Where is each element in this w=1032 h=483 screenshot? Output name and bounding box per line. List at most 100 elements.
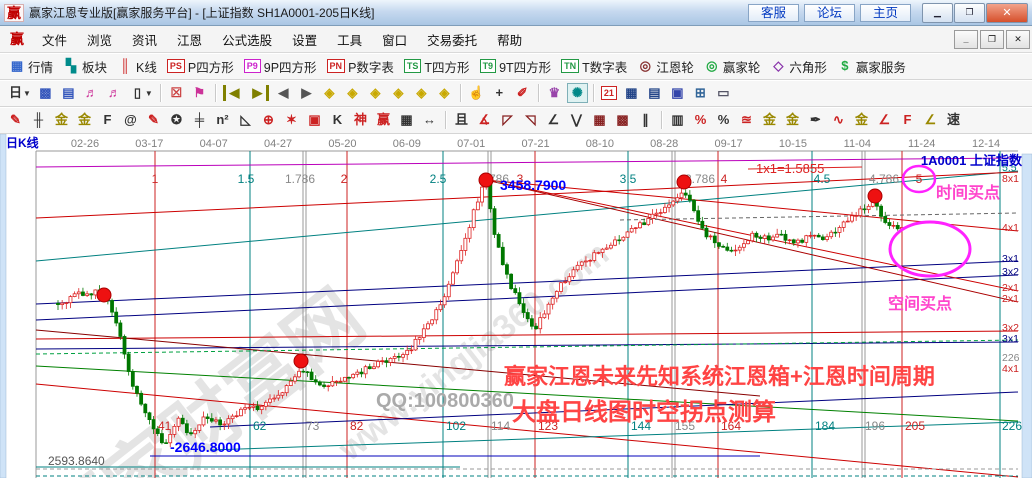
menu-item-4[interactable]: 江恩 — [177, 33, 203, 48]
draw-gold-lines-2-button[interactable]: 金 — [74, 110, 95, 130]
tools-hand-tool-button[interactable]: ☝ — [466, 83, 487, 103]
market-tool-11[interactable]: ◎ 赢家轮 — [699, 55, 766, 78]
child-close-button[interactable]: ✕ — [1006, 29, 1030, 49]
market-tool-2[interactable]: ▚ 板块 — [58, 55, 112, 78]
draw-percent-line-button[interactable]: % — [690, 110, 711, 130]
draw-zigzag-button[interactable]: ⋁ — [566, 110, 587, 130]
tools-crosshair-tool-button[interactable]: + — [489, 83, 510, 103]
draw-fan-lines-button[interactable]: ∡ — [474, 110, 495, 130]
child-minimize-button[interactable]: _ — [954, 29, 978, 49]
draw-gann-grid-button[interactable]: ▦ — [589, 110, 610, 130]
draw-gold-circle-button[interactable]: 金 — [759, 110, 780, 130]
menu-item-6[interactable]: 设置 — [292, 33, 318, 48]
menu-item-3[interactable]: 资讯 — [132, 33, 158, 48]
market-tool-10[interactable]: ◎ 江恩轮 — [632, 55, 699, 78]
market-tool-1[interactable]: ▦ 行情 — [4, 55, 58, 78]
draw-gann-square-button[interactable]: ▣ — [304, 110, 325, 130]
market-tool-3[interactable]: ║ K线 — [112, 55, 162, 78]
titlebar-button-3[interactable]: 主页 — [859, 3, 911, 22]
draw-cycle-lines-button[interactable]: ╪ — [189, 110, 210, 130]
draw-spiral-button[interactable]: @ — [120, 110, 141, 130]
draw-box-tool-button[interactable]: 且 — [451, 110, 472, 130]
tools-save-button[interactable]: ▣ — [667, 83, 688, 103]
menu-item-9[interactable]: 交易委托 — [427, 33, 478, 48]
tools-info-list-button[interactable]: ▤ — [58, 83, 79, 103]
menu-item-1[interactable]: 文件 — [42, 33, 68, 48]
titlebar-button-2[interactable]: 论坛 — [803, 3, 855, 22]
tools-calendar-button[interactable]: 21 — [599, 84, 619, 102]
tools-kline-style-button[interactable]: 日 ▼ — [5, 83, 33, 103]
tools-prev-button[interactable]: ◀ — [273, 83, 294, 103]
draw-grid-123-button[interactable]: ▦ — [396, 110, 417, 130]
tools-bars-9-button[interactable]: ♬ — [104, 83, 125, 103]
tools-next-button[interactable]: ▶ — [296, 83, 317, 103]
tools-diamond-2-button[interactable]: ◈ — [342, 83, 363, 103]
market-tool-13[interactable]: $ 赢家服务 — [832, 55, 911, 78]
draw-gold-lines-1-button[interactable]: 金 — [51, 110, 72, 130]
draw-measure-button[interactable]: ↔ — [419, 110, 440, 130]
draw-angle-button[interactable]: ◺ — [235, 110, 256, 130]
tools-diamond-1-button[interactable]: ◈ — [319, 83, 340, 103]
draw-gold-level-button[interactable]: 金 — [782, 110, 803, 130]
close-button[interactable]: ✕ — [986, 2, 1028, 23]
draw-wave-button[interactable]: ≊ — [736, 110, 757, 130]
tools-diamond-3-button[interactable]: ◈ — [365, 83, 386, 103]
draw-grid-lines-button[interactable]: ╫ — [28, 110, 49, 130]
market-tool-9[interactable]: TN T数字表 — [556, 55, 632, 78]
tools-share-button[interactable]: ⊞ — [690, 83, 711, 103]
tools-calculator-button[interactable]: ▦ — [621, 83, 642, 103]
draw-panel-button[interactable]: ▥ — [667, 110, 688, 130]
draw-fibonacci-button[interactable]: F — [97, 110, 118, 130]
market-tool-6[interactable]: PN P数字表 — [322, 55, 399, 78]
draw-k-marker-button[interactable]: K — [327, 110, 348, 130]
draw-percent-button[interactable]: % — [713, 110, 734, 130]
draw-trend-pen-button[interactable]: ✎ — [143, 110, 164, 130]
market-tool-5[interactable]: P9 9P四方形 — [239, 55, 322, 78]
draw-arc-fan-button[interactable]: ◸ — [497, 110, 518, 130]
market-tool-8[interactable]: T9 9T四方形 — [475, 55, 557, 78]
draw-square-n-button[interactable]: n² — [212, 110, 233, 130]
draw-time-compass-button[interactable]: ✪ — [166, 110, 187, 130]
tools-diamond-6-button[interactable]: ◈ — [434, 83, 455, 103]
minimize-button[interactable]: ▁ — [922, 2, 953, 23]
draw-parallel-button[interactable]: ∥ — [635, 110, 656, 130]
tools-volume-profile-button[interactable]: ⚑ — [189, 83, 210, 103]
draw-gold-angle-button[interactable]: 金 — [851, 110, 872, 130]
child-restore-button[interactable]: ❐ — [980, 29, 1004, 49]
tools-notes-button[interactable]: ▤ — [644, 83, 665, 103]
menu-item-10[interactable]: 帮助 — [497, 33, 523, 48]
maximize-button[interactable]: ❐ — [954, 2, 985, 23]
tools-last-button[interactable]: ▶ — [247, 83, 271, 103]
menu-item-7[interactable]: 工具 — [337, 33, 363, 48]
draw-pen-button[interactable]: ✎ — [5, 110, 26, 130]
tools-future-forecast-button[interactable]: ✺ — [566, 83, 588, 103]
menu-item-5[interactable]: 公式选股 — [222, 33, 273, 48]
tools-line-tool-button[interactable]: ✐ — [512, 83, 533, 103]
draw-gann-target-button[interactable]: ⊕ — [258, 110, 279, 130]
tools-diamond-4-button[interactable]: ◈ — [388, 83, 409, 103]
draw-shen-tool-button[interactable]: 神 — [350, 110, 371, 130]
tools-overlay-chart-button[interactable]: ▩ — [35, 83, 56, 103]
tools-candle-type-button[interactable]: ▯ ▼ — [127, 83, 155, 103]
draw-f-angle-button[interactable]: F — [897, 110, 918, 130]
tools-king-tool-button[interactable]: ♛ — [544, 83, 565, 103]
draw-j-angle-button[interactable]: ∠ — [874, 110, 895, 130]
draw-sine-wave-button[interactable]: ∿ — [828, 110, 849, 130]
draw-arc-fan-2-button[interactable]: ◹ — [520, 110, 541, 130]
market-tool-4[interactable]: PS P四方形 — [162, 55, 239, 78]
tools-bars-3-button[interactable]: ♬ — [81, 83, 102, 103]
draw-gold-fan-button[interactable]: ∠ — [920, 110, 941, 130]
draw-gann-grid-2-button[interactable]: ▩ — [612, 110, 633, 130]
draw-speed-line-button[interactable]: 速 — [943, 110, 964, 130]
draw-ying-tool-button[interactable]: 赢 — [373, 110, 394, 130]
market-tool-12[interactable]: ◇ 六角形 — [765, 55, 832, 78]
tools-first-button[interactable]: ◀ — [221, 83, 245, 103]
draw-ink-pen-button[interactable]: ✒ — [805, 110, 826, 130]
tools-pattern-button[interactable]: ☒ — [166, 83, 187, 103]
draw-angle-line-button[interactable]: ∠ — [543, 110, 564, 130]
tools-diamond-5-button[interactable]: ◈ — [411, 83, 432, 103]
titlebar-button-1[interactable]: 客服 — [747, 3, 799, 22]
market-tool-7[interactable]: TS T四方形 — [399, 55, 475, 78]
menu-item-2[interactable]: 浏览 — [87, 33, 113, 48]
